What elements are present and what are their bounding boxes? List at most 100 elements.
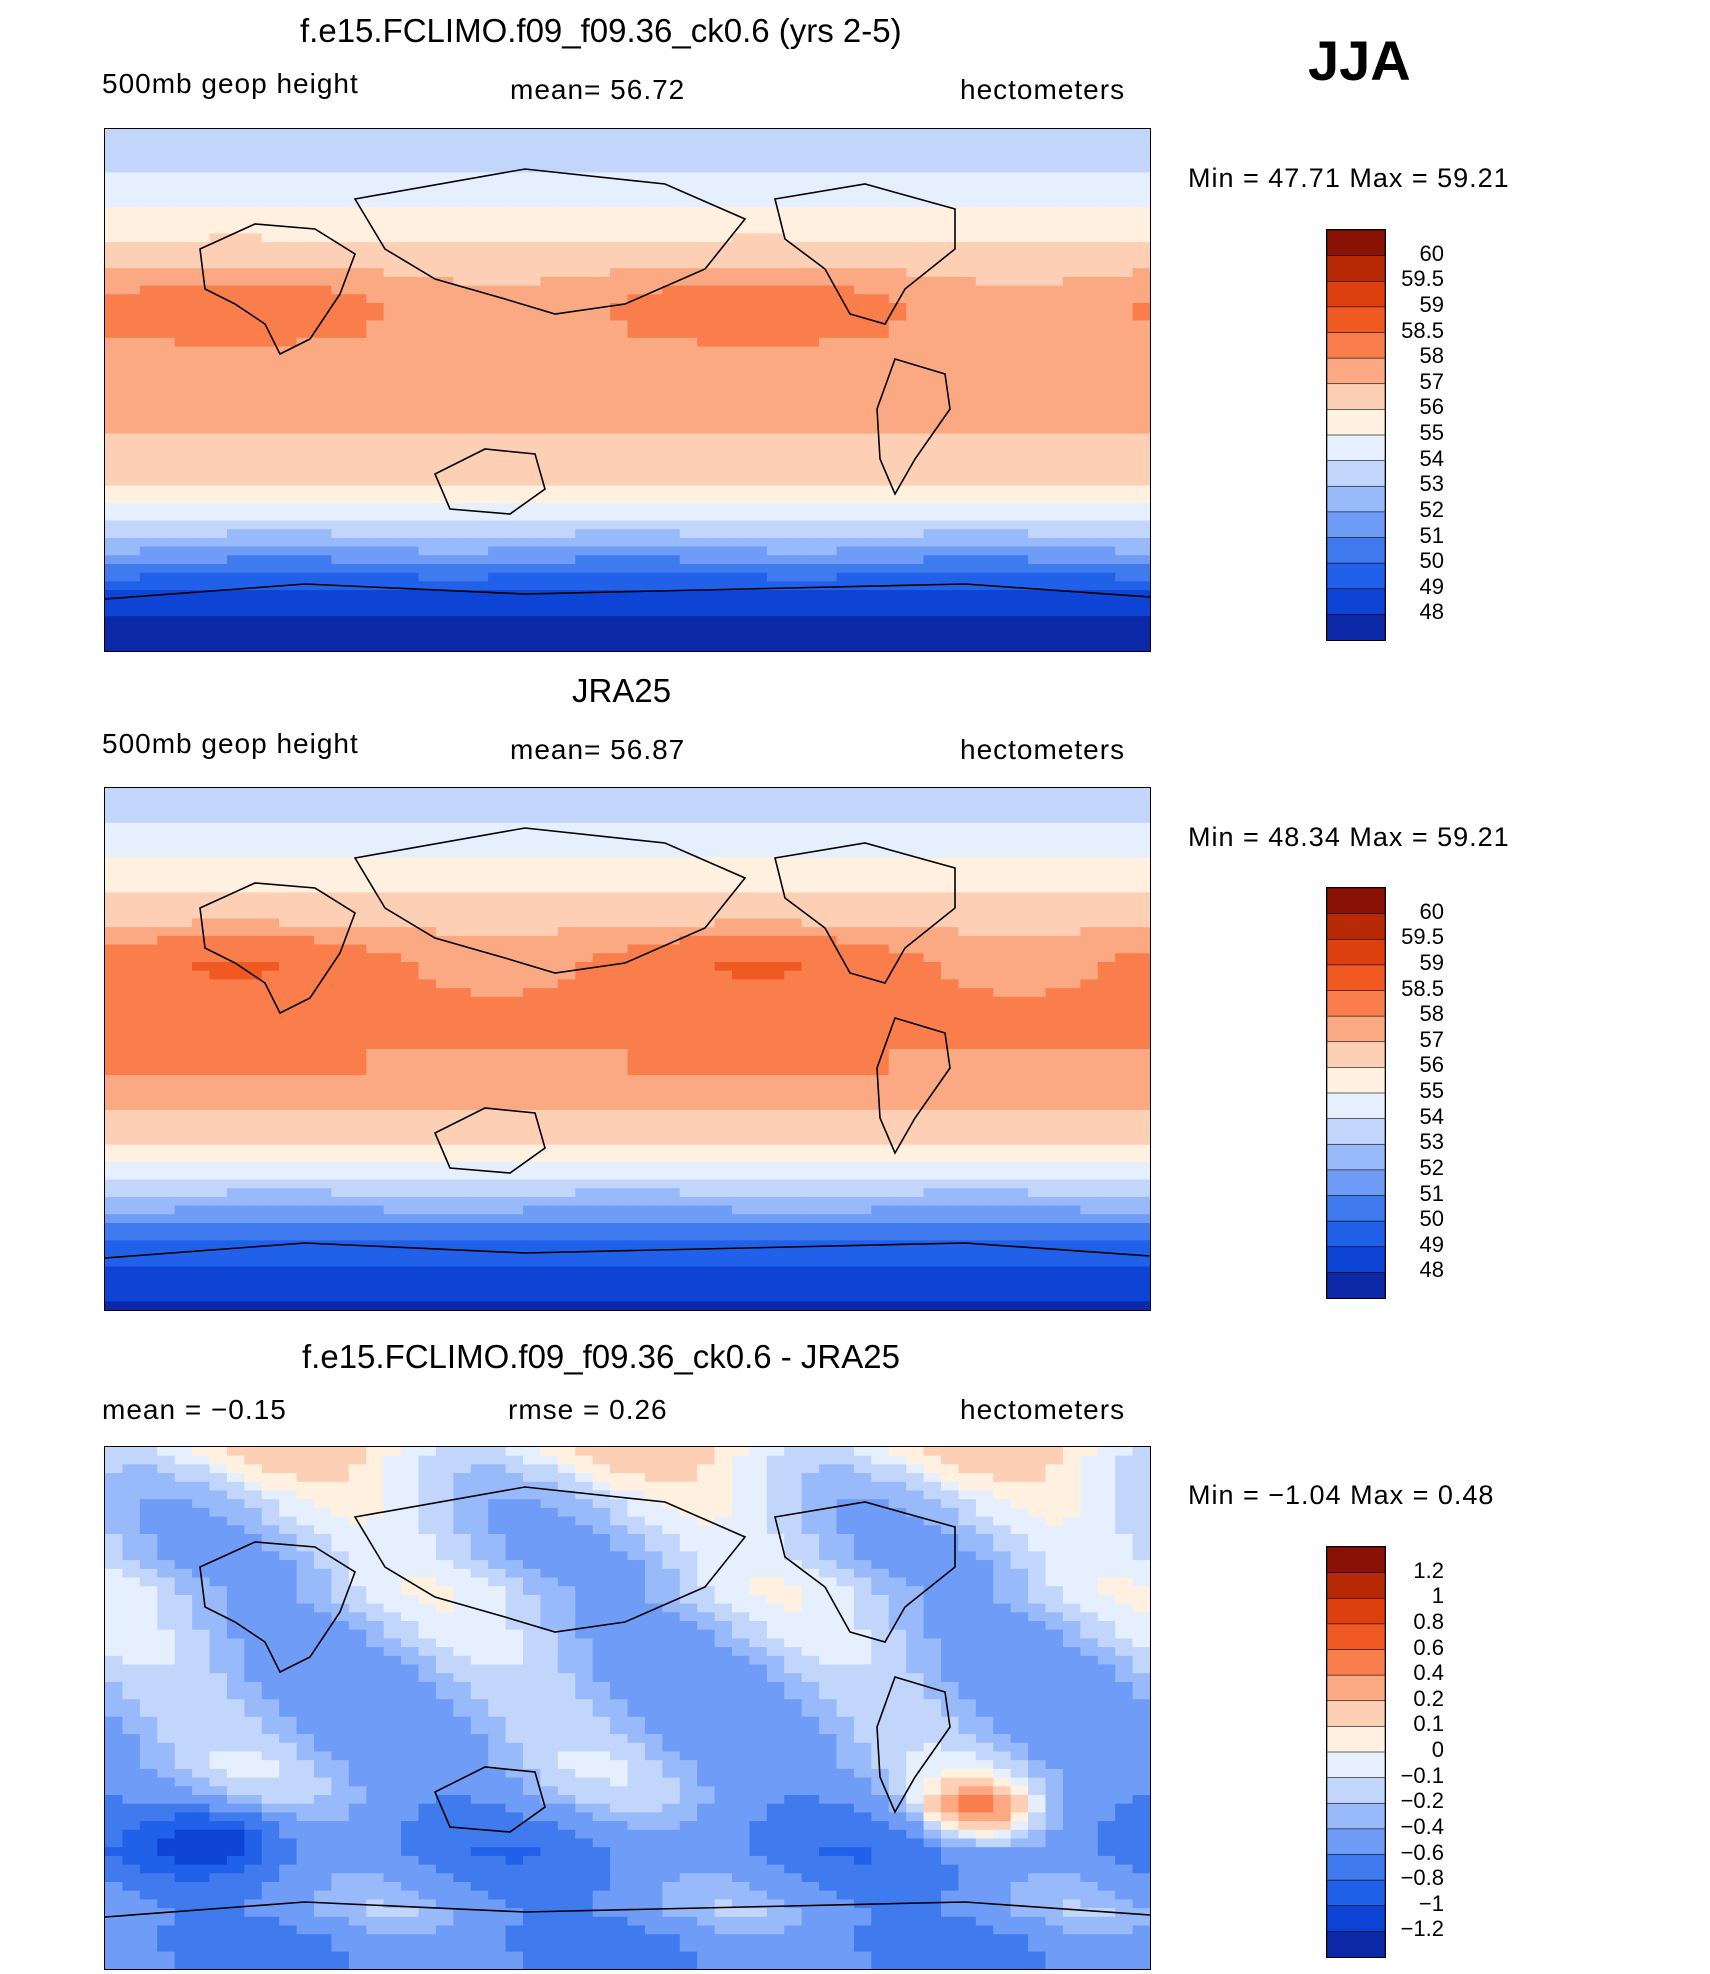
contour-cell bbox=[958, 311, 977, 321]
contour-cell bbox=[122, 494, 141, 504]
contour-cell bbox=[644, 918, 663, 928]
contour-cell bbox=[627, 944, 646, 954]
contour-cell bbox=[1132, 337, 1150, 348]
contour-cell bbox=[1097, 485, 1116, 495]
contour-cell bbox=[348, 285, 367, 295]
contour-cell bbox=[174, 372, 193, 382]
contour-cell bbox=[592, 163, 611, 174]
contour-cell bbox=[105, 207, 124, 217]
contour-cell bbox=[226, 259, 245, 269]
contour-cell bbox=[139, 424, 158, 435]
contour-cell bbox=[1062, 268, 1081, 278]
contour-cell bbox=[105, 163, 124, 174]
contour-cell bbox=[453, 129, 472, 139]
contour-cell bbox=[401, 146, 420, 156]
contour-cell bbox=[975, 529, 994, 539]
contour-cell bbox=[296, 633, 315, 643]
contour-cell bbox=[941, 581, 960, 591]
contour-cell bbox=[122, 970, 141, 980]
contour-cell bbox=[296, 927, 315, 937]
contour-cell bbox=[888, 883, 907, 893]
contour-cell bbox=[488, 537, 507, 548]
contour-cell bbox=[1010, 840, 1029, 850]
contour-cell bbox=[557, 883, 576, 893]
contour-cell bbox=[192, 875, 211, 885]
contour-cell bbox=[975, 822, 994, 833]
contour-cell bbox=[505, 242, 524, 252]
contour-cell bbox=[1028, 303, 1047, 313]
contour-cell bbox=[296, 155, 315, 165]
contour-cell bbox=[418, 805, 437, 815]
contour-cell bbox=[157, 520, 176, 530]
contour-cell bbox=[540, 477, 559, 487]
contour-cell bbox=[1062, 433, 1081, 443]
contour-cell bbox=[174, 529, 193, 539]
contour-cell bbox=[244, 892, 263, 902]
contour-cell bbox=[784, 546, 803, 556]
contour-cell bbox=[296, 624, 315, 635]
contour-cell bbox=[209, 303, 228, 313]
contour-cell bbox=[244, 555, 263, 565]
contour-cell bbox=[1132, 857, 1150, 867]
contour-cell bbox=[662, 883, 681, 893]
contour-cell bbox=[348, 962, 367, 972]
contour-cell bbox=[1132, 233, 1150, 243]
contour-cell bbox=[331, 294, 350, 304]
contour-cell bbox=[888, 857, 907, 867]
contour-cell bbox=[261, 822, 280, 833]
contour-cell bbox=[714, 875, 733, 885]
contour-cell bbox=[888, 953, 907, 963]
contour-cell bbox=[139, 866, 158, 876]
contour-cell bbox=[261, 529, 280, 539]
contour-cell bbox=[348, 485, 367, 495]
contour-cell bbox=[314, 459, 333, 469]
contour-cell bbox=[975, 233, 994, 243]
contour-cell bbox=[819, 494, 838, 504]
contour-cell bbox=[697, 155, 716, 165]
contour-cell bbox=[662, 355, 681, 365]
contour-cell bbox=[174, 866, 193, 876]
contour-cell bbox=[314, 840, 333, 850]
contour-cell bbox=[314, 181, 333, 191]
contour-cell bbox=[732, 494, 751, 504]
contour-cell bbox=[993, 909, 1012, 920]
contour-cell bbox=[401, 796, 420, 806]
contour-cell bbox=[139, 796, 158, 806]
contour-cell bbox=[488, 459, 507, 469]
contour-cell bbox=[348, 901, 367, 911]
contour-cell bbox=[766, 883, 785, 893]
contour-cell bbox=[401, 546, 420, 556]
contour-cell bbox=[1028, 927, 1047, 937]
contour-cell bbox=[261, 918, 280, 928]
contour-cell bbox=[784, 268, 803, 278]
contour-cell bbox=[836, 268, 855, 278]
contour-cell bbox=[279, 346, 298, 356]
contour-cell bbox=[784, 875, 803, 885]
contour-cell bbox=[540, 450, 559, 461]
contour-cell bbox=[1010, 450, 1029, 461]
contour-cell bbox=[732, 363, 751, 374]
contour-cell bbox=[644, 555, 663, 565]
contour-cell bbox=[296, 259, 315, 269]
contour-cell bbox=[279, 564, 298, 574]
contour-cell bbox=[836, 633, 855, 643]
contour-cell bbox=[871, 181, 890, 191]
contour-cell bbox=[592, 181, 611, 191]
contour-cell bbox=[540, 503, 559, 513]
contour-cell bbox=[557, 831, 576, 841]
contour-cell bbox=[139, 581, 158, 591]
contour-cell bbox=[819, 848, 838, 859]
contour-cell bbox=[1097, 581, 1116, 591]
contour-cell bbox=[1010, 503, 1029, 513]
contour-cell bbox=[1028, 468, 1047, 478]
contour-cell bbox=[714, 944, 733, 954]
contour-cell bbox=[1045, 250, 1064, 261]
contour-cell bbox=[1080, 485, 1099, 495]
contour-cell bbox=[505, 363, 524, 374]
contour-cell bbox=[993, 137, 1012, 147]
contour-cell bbox=[714, 268, 733, 278]
contour-cell bbox=[331, 276, 350, 287]
contour-cell bbox=[226, 616, 245, 626]
contour-cell bbox=[1062, 598, 1081, 609]
contour-cell bbox=[697, 442, 716, 452]
